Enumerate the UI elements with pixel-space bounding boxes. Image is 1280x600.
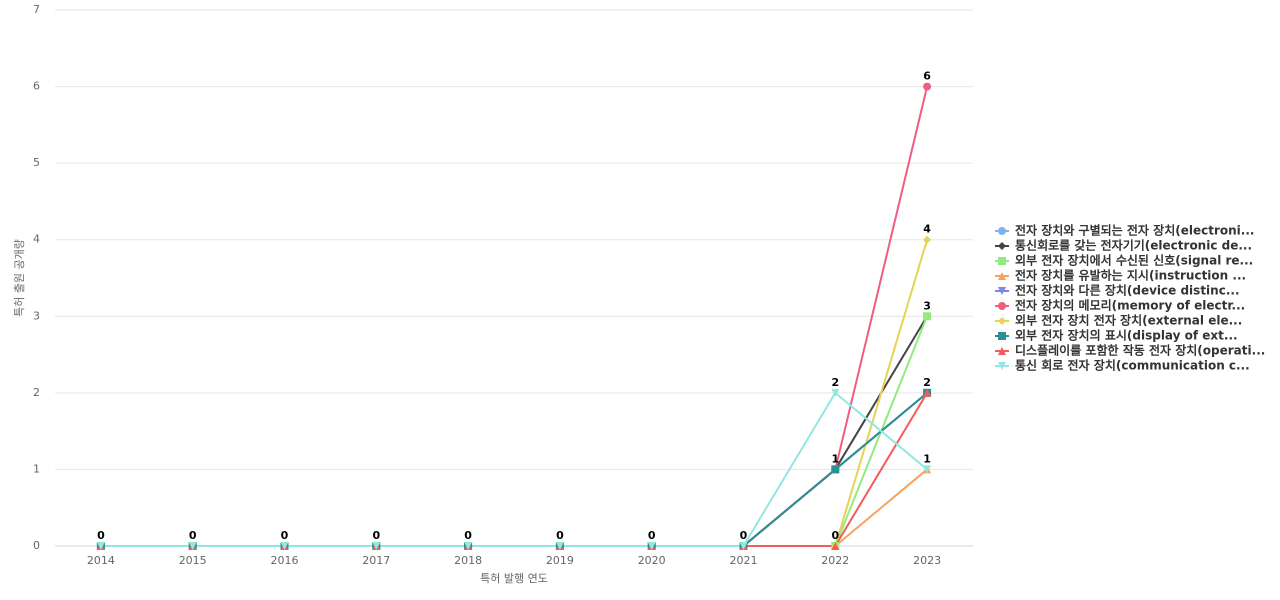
legend-label: 외부 전자 장치에서 수신된 신호(signal re... <box>1015 253 1253 268</box>
legend-label: 전자 장치와 구별되는 전자 장치(electroni... <box>1015 223 1254 238</box>
legend-label: 전자 장치를 유발하는 지시(instruction ... <box>1015 268 1246 283</box>
legend-item: 전자 장치와 구별되는 전자 장치(electroni... <box>995 223 1254 238</box>
legend-label: 전자 장치와 다른 장치(device distinc... <box>1015 283 1240 298</box>
data-label: 2 <box>923 376 931 389</box>
marker <box>280 542 289 550</box>
legend-item: 전자 장치의 메모리(memory of electr... <box>995 298 1245 313</box>
marker <box>998 242 1006 250</box>
data-label: 2 <box>831 376 839 389</box>
marker <box>923 465 932 474</box>
marker <box>96 542 105 550</box>
data-label: 0 <box>372 529 380 542</box>
x-axis-title: 특허 발행 연도 <box>480 572 548 585</box>
legend-item: 외부 전자 장치의 표시(display of ext... <box>995 328 1238 343</box>
x-tick-label: 2022 <box>821 554 849 567</box>
series-line <box>100 391 928 547</box>
marker <box>739 542 748 550</box>
legend-item: 전자 장치와 다른 장치(device distinc... <box>995 283 1240 298</box>
legend-label: 외부 전자 장치의 표시(display of ext... <box>1015 328 1238 343</box>
series-line <box>100 315 928 547</box>
marker <box>831 542 840 550</box>
data-label: 3 <box>923 299 931 312</box>
marker <box>923 82 932 91</box>
marker <box>998 317 1006 325</box>
data-label: 0 <box>740 529 748 542</box>
marker <box>831 388 840 397</box>
marker <box>372 542 381 550</box>
x-tick-label: 2021 <box>730 554 758 567</box>
y-tick-label: 5 <box>33 156 40 169</box>
series-line <box>100 468 928 547</box>
legend-item: 통신회로를 갖는 전자기기(electronic de... <box>995 238 1252 253</box>
marker <box>923 235 932 244</box>
marker <box>998 272 1006 280</box>
legend-label: 통신 회로 전자 장치(communication c... <box>1015 358 1250 373</box>
legend-label: 통신회로를 갖는 전자기기(electronic de... <box>1015 238 1252 253</box>
data-label: 0 <box>464 529 472 542</box>
series-line <box>100 315 929 547</box>
x-tick-label: 2017 <box>362 554 390 567</box>
data-label: 6 <box>923 70 931 83</box>
marker <box>998 302 1006 310</box>
y-tick-label: 1 <box>33 462 40 475</box>
marker <box>998 227 1006 235</box>
x-tick-label: 2018 <box>454 554 482 567</box>
marker <box>923 388 932 397</box>
x-tick-label: 2023 <box>913 554 941 567</box>
legend-item: 전자 장치를 유발하는 지시(instruction ... <box>995 268 1246 283</box>
x-tick-label: 2020 <box>638 554 666 567</box>
marker <box>923 312 932 321</box>
x-tick-label: 2014 <box>87 554 115 567</box>
data-label: 1 <box>923 452 931 465</box>
data-label: 0 <box>281 529 289 542</box>
data-label: 0 <box>97 529 105 542</box>
marker <box>188 542 197 550</box>
marker <box>555 542 564 550</box>
marker <box>998 287 1006 295</box>
legend-item: 디스플레이를 포함한 작동 전자 장치(operati... <box>995 343 1265 358</box>
y-tick-label: 3 <box>33 309 40 322</box>
x-tick-label: 2016 <box>271 554 299 567</box>
x-tick-label: 2019 <box>546 554 574 567</box>
y-axis-title: 특허 출원 공개량 <box>13 239 26 317</box>
y-tick-label: 6 <box>33 80 40 93</box>
y-tick-label: 2 <box>33 386 40 399</box>
data-label: 1 <box>831 452 839 465</box>
legend-item: 외부 전자 장치에서 수신된 신호(signal re... <box>995 253 1253 268</box>
legend-item: 외부 전자 장치 전자 장치(external ele... <box>995 313 1242 328</box>
legend-item: 통신 회로 전자 장치(communication c... <box>995 358 1250 373</box>
x-tick-label: 2015 <box>179 554 207 567</box>
marker <box>998 332 1006 340</box>
marker <box>998 257 1006 265</box>
y-tick-label: 0 <box>33 539 40 552</box>
marker <box>998 347 1006 355</box>
legend-label: 전자 장치의 메모리(memory of electr... <box>1015 298 1245 313</box>
marker <box>831 465 840 474</box>
y-tick-label: 7 <box>33 3 40 16</box>
legend-label: 디스플레이를 포함한 작동 전자 장치(operati... <box>1015 343 1265 358</box>
marker <box>647 542 656 550</box>
data-label: 0 <box>831 529 839 542</box>
marker <box>998 362 1006 370</box>
data-label: 0 <box>189 529 197 542</box>
data-label: 4 <box>923 223 931 236</box>
marker <box>464 542 473 550</box>
legend-label: 외부 전자 장치 전자 장치(external ele... <box>1015 313 1242 328</box>
data-label: 0 <box>648 529 656 542</box>
y-tick-label: 4 <box>33 233 40 246</box>
data-label: 0 <box>556 529 564 542</box>
